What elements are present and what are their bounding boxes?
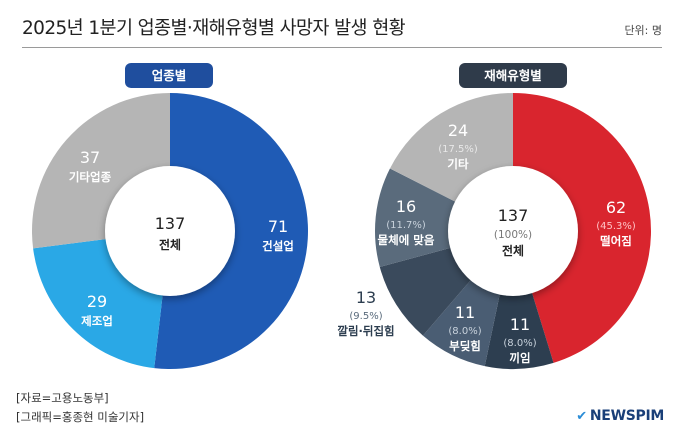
slice-label-0-2: 기타업종 <box>69 170 112 184</box>
slice-value-0-1: 29 <box>87 292 107 311</box>
slice-value-1-0: 62 <box>606 198 626 217</box>
header-divider <box>22 47 662 48</box>
chart-title: 2025년 1분기 업종별·재해유형별 사망자 발생 현황 <box>22 18 406 39</box>
slice-value-0-2: 37 <box>80 148 100 167</box>
slice-label-1-0: 떨어짐 <box>600 234 632 248</box>
donut-slice-0-1 <box>33 239 163 369</box>
slice-label-1-5: 기타 <box>447 157 469 171</box>
donut-center-0 <box>105 166 235 296</box>
slice-value-0-0: 71 <box>268 217 288 236</box>
slice-label-1-3: 깔림·뒤집힘 <box>337 324 394 338</box>
slice-pct-1-5: (17.5%) <box>438 144 478 155</box>
slice-value-1-1: 11 <box>510 315 530 334</box>
slice-value-1-5: 24 <box>448 121 468 140</box>
donut-slice-1-2 <box>422 279 500 367</box>
accident-type-chart-title: 재해유형별 <box>459 63 567 88</box>
donut-slice-1-4 <box>375 168 456 267</box>
slice-pct-1-0: (45.3%) <box>596 221 636 232</box>
donut-slice-1-0 <box>513 93 651 363</box>
slice-label-1-4: 물체에 맞음 <box>378 233 435 247</box>
graphic-credit: [그래픽=홍종현 미술기자] <box>16 410 145 424</box>
slice-label-1-2: 부딪힘 <box>449 339 481 353</box>
check-mark-icon: ✔ <box>576 409 587 424</box>
industry-chart-title: 업종별 <box>125 63 213 88</box>
brand-text: NEWSPIM <box>589 408 664 424</box>
slice-value-1-2: 11 <box>455 303 475 322</box>
source-note: [자료=고용노동부] <box>16 391 109 405</box>
donut-center-1 <box>448 166 578 296</box>
center-total-label: 전체 <box>502 243 524 258</box>
slice-value-1-3: 13 <box>356 288 376 307</box>
unit-label: 단위: 명 <box>624 24 662 37</box>
donut-slice-0-2 <box>32 93 171 249</box>
slice-pct-1-1: (8.0%) <box>503 338 536 349</box>
slice-value-1-4: 16 <box>396 197 416 216</box>
center-total-value: 137 <box>498 206 529 225</box>
center-total-pct: (100%) <box>494 229 532 241</box>
slice-label-1-1: 끼임 <box>509 351 530 365</box>
slice-label-0-0: 건설업 <box>262 239 294 253</box>
slice-pct-1-4: (11.7%) <box>386 220 426 231</box>
donut-slice-0-0 <box>154 93 308 369</box>
slice-pct-1-3: (9.5%) <box>349 311 382 322</box>
slice-pct-1-2: (8.0%) <box>448 326 481 337</box>
center-total-value: 137 <box>155 214 186 233</box>
slice-label-0-1: 제조업 <box>81 314 113 328</box>
donut-slice-1-1 <box>484 292 554 370</box>
newspim-logo: ✔ NEWSPIM <box>576 408 664 424</box>
donut-slice-1-3 <box>379 247 472 336</box>
center-total-label: 전체 <box>159 237 181 252</box>
